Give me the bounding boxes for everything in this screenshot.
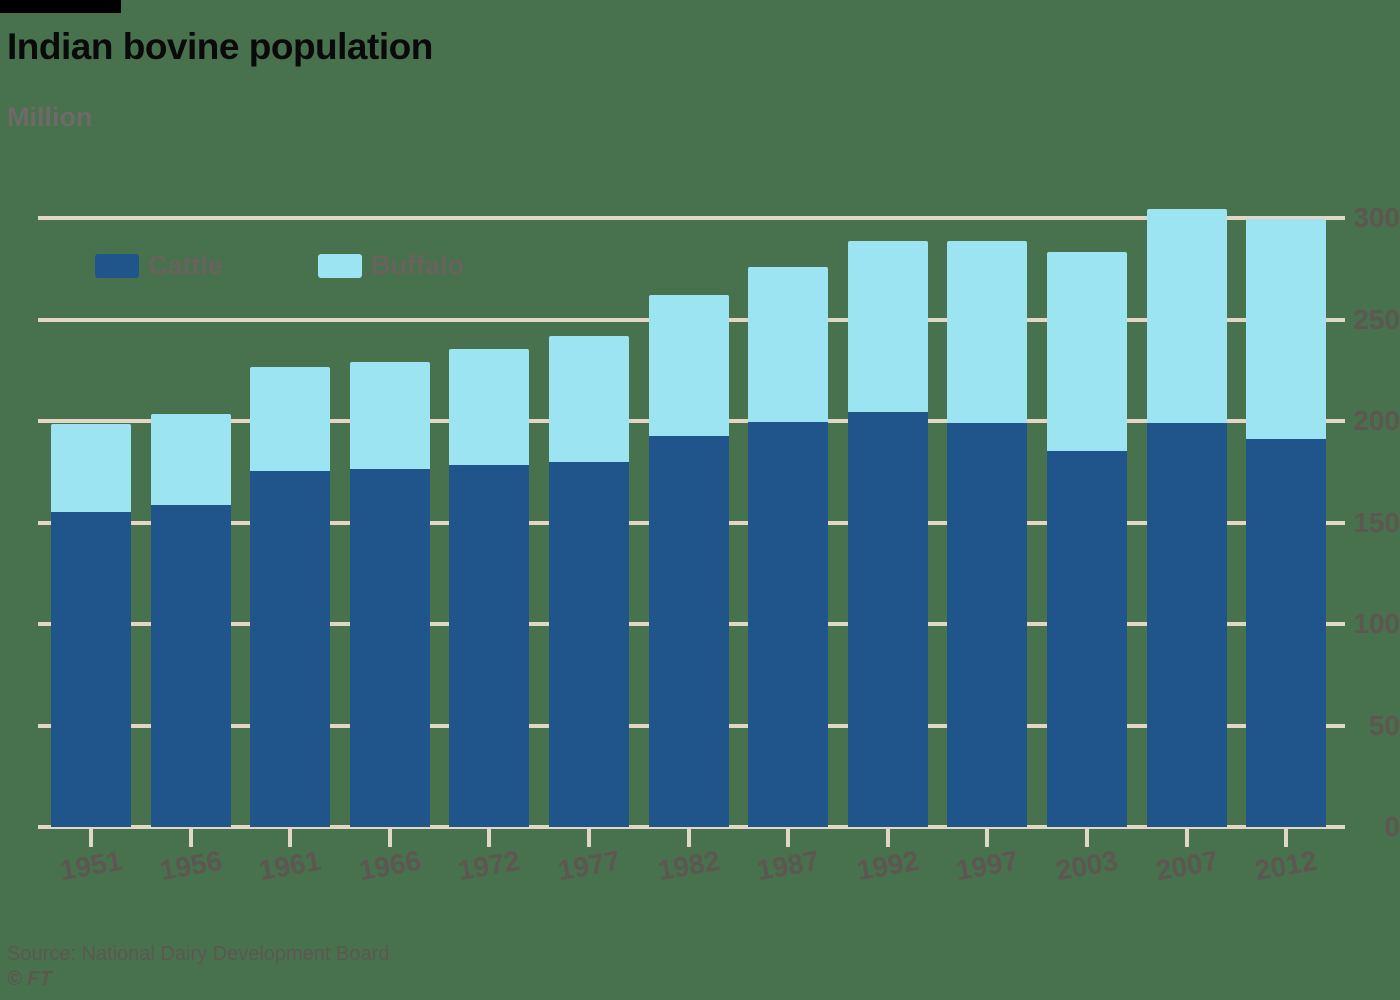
buffalo-swatch-icon xyxy=(318,253,363,278)
bar-segment-cattle-1961 xyxy=(250,470,331,827)
xtick-label-1951: 1951 xyxy=(57,844,125,887)
bar-segment-buffalo-1982 xyxy=(648,294,729,437)
bar-segment-cattle-1966 xyxy=(349,469,430,827)
bar-segment-buffalo-2003 xyxy=(1047,252,1127,452)
xtick-label-1992: 1992 xyxy=(854,844,922,887)
xtick-label-1972: 1972 xyxy=(455,844,523,887)
ytick-label-50: 50 xyxy=(1368,709,1400,741)
bar-segment-cattle-1956 xyxy=(150,504,231,827)
bar-segment-cattle-1997 xyxy=(947,423,1028,827)
xtick-label-1997: 1997 xyxy=(953,844,1021,887)
bar-segment-cattle-1982 xyxy=(648,436,729,827)
xtick-label-2003: 2003 xyxy=(1053,844,1121,887)
bar-segment-cattle-1951 xyxy=(51,511,131,827)
chart-title: Indian bovine population xyxy=(7,26,433,67)
bar-1987 xyxy=(748,267,829,827)
bar-segment-cattle-1972 xyxy=(449,465,530,827)
xtick-1972 xyxy=(487,829,492,847)
bar-segment-buffalo-1966 xyxy=(349,361,430,470)
bar-segment-cattle-1992 xyxy=(847,411,928,827)
bar-1956 xyxy=(150,413,231,827)
bar-1982 xyxy=(648,294,729,827)
bar-2012 xyxy=(1246,218,1327,827)
bar-segment-buffalo-2012 xyxy=(1246,218,1327,440)
xtick-label-1987: 1987 xyxy=(754,844,822,887)
chart-legend: Cattle Buffalo xyxy=(95,250,464,281)
xtick-label-1977: 1977 xyxy=(555,844,623,887)
legend-label-buffalo: Buffalo xyxy=(371,250,464,280)
bar-1972 xyxy=(449,348,530,827)
ytick-label-0: 0 xyxy=(1384,811,1400,842)
bar-segment-buffalo-1977 xyxy=(549,335,629,462)
xtick-label-1961: 1961 xyxy=(256,844,324,887)
bar-1992 xyxy=(847,240,928,827)
legend-item-buffalo: Buffalo xyxy=(318,250,464,281)
chart-units-label: Million xyxy=(7,102,93,132)
bar-1966 xyxy=(349,361,430,827)
xtick-label-1966: 1966 xyxy=(356,844,424,887)
ytick-label-300: 300 xyxy=(1353,202,1400,233)
bar-segment-buffalo-1961 xyxy=(250,366,331,471)
bar-segment-buffalo-2007 xyxy=(1146,209,1227,423)
gridline-0 xyxy=(38,825,1345,829)
legend-item-cattle: Cattle xyxy=(95,250,223,281)
ytick-label-250: 250 xyxy=(1353,303,1400,335)
bar-segment-buffalo-1951 xyxy=(51,423,131,512)
xtick-1956 xyxy=(188,829,193,847)
xtick-1982 xyxy=(686,829,691,847)
bar-1961 xyxy=(250,366,331,827)
xtick-1992 xyxy=(885,829,890,847)
xtick-label-1956: 1956 xyxy=(157,844,224,887)
ytick-label-100: 100 xyxy=(1353,608,1400,639)
xtick-label-2007: 2007 xyxy=(1153,844,1220,887)
bar-2007 xyxy=(1146,209,1227,827)
xtick-2012 xyxy=(1284,829,1289,847)
legend-label-cattle: Cattle xyxy=(148,250,224,280)
xtick-1951 xyxy=(89,829,93,847)
bar-segment-buffalo-1992 xyxy=(847,240,928,412)
ytick-label-150: 150 xyxy=(1353,506,1400,538)
source-note: Source: National Dairy Development Board xyxy=(7,943,390,965)
xtick-1966 xyxy=(387,829,392,847)
xtick-2007 xyxy=(1184,829,1189,847)
bar-segment-cattle-2007 xyxy=(1146,422,1227,827)
bar-1977 xyxy=(549,335,629,827)
ft-top-rule xyxy=(0,0,121,13)
copyright-note: © FT xyxy=(7,968,52,990)
bar-segment-buffalo-1987 xyxy=(748,267,829,422)
bar-segment-cattle-2003 xyxy=(1047,451,1127,827)
xtick-1997 xyxy=(985,829,990,847)
xtick-1961 xyxy=(288,829,293,847)
bar-segment-buffalo-1956 xyxy=(150,413,231,505)
bar-segment-buffalo-1972 xyxy=(449,348,530,466)
bar-1951 xyxy=(51,423,131,827)
xtick-label-1982: 1982 xyxy=(655,844,722,887)
cattle-swatch-icon xyxy=(95,253,139,278)
xtick-1977 xyxy=(587,829,591,847)
gridline-300 xyxy=(38,216,1345,220)
bar-segment-cattle-2012 xyxy=(1246,439,1327,827)
bar-2003 xyxy=(1047,252,1127,827)
xtick-2003 xyxy=(1085,829,1089,847)
xtick-1987 xyxy=(786,829,791,847)
bar-1997 xyxy=(947,240,1028,827)
bar-segment-buffalo-1997 xyxy=(947,240,1028,424)
xtick-label-2012: 2012 xyxy=(1252,844,1320,887)
bar-segment-cattle-1987 xyxy=(748,421,829,827)
ytick-label-200: 200 xyxy=(1353,405,1400,436)
bar-segment-cattle-1977 xyxy=(549,461,629,827)
